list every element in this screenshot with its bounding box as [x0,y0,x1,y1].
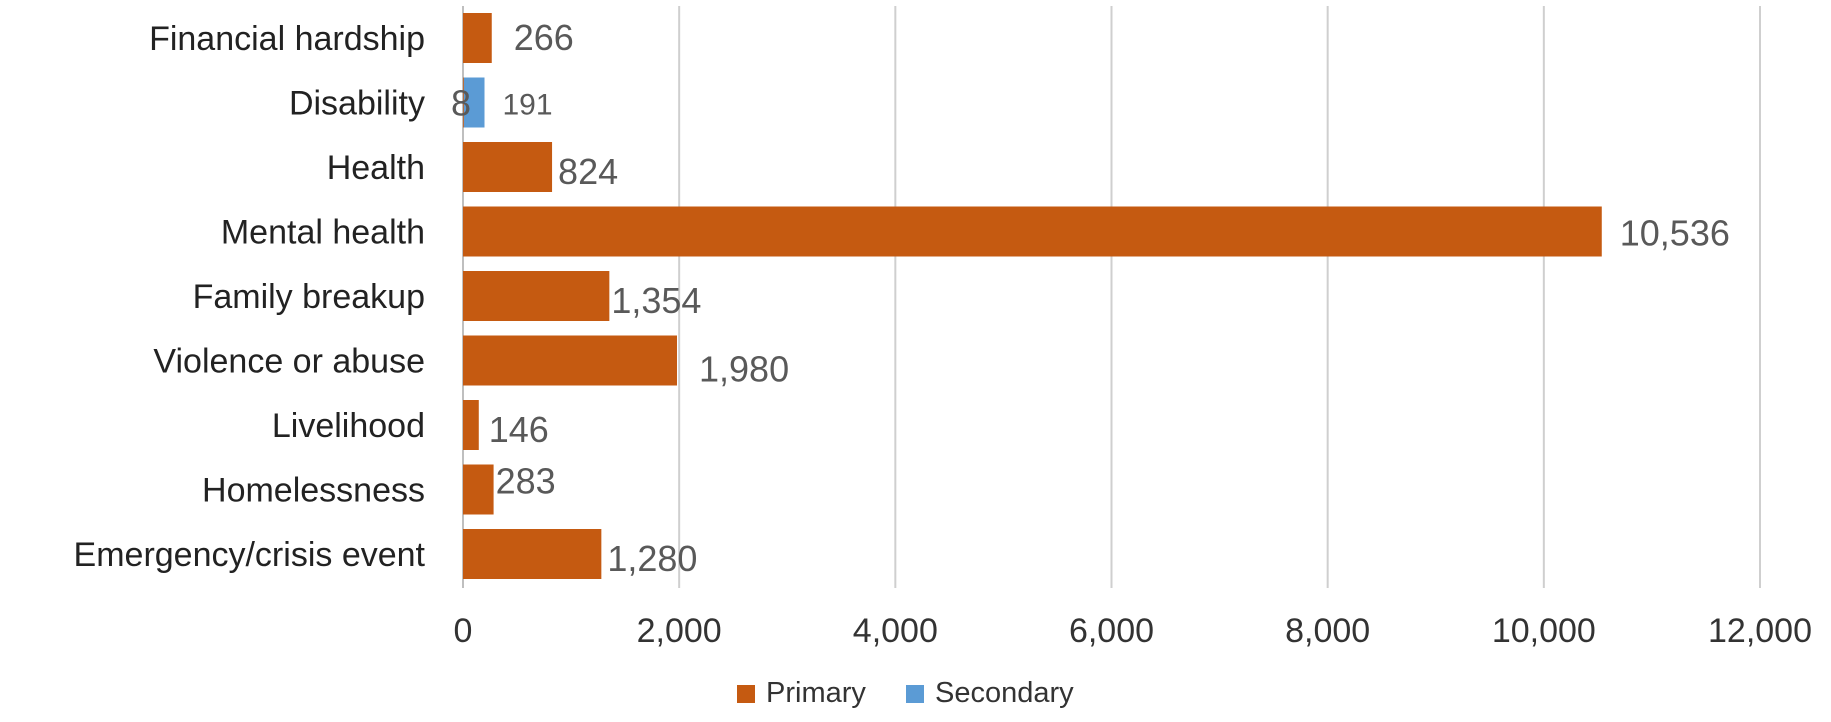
category-label: Livelihood [272,407,425,445]
bar-primary [463,335,678,386]
data-label-primary: 146 [489,409,549,450]
gridlines [462,6,1761,588]
data-label-secondary: 191 [503,89,553,122]
category-label: Health [327,149,425,187]
data-label-primary: 1,980 [699,349,789,390]
category-labels: Financial hardship Disability Health Mental… [74,20,426,574]
data-label-primary: 8 [451,83,471,124]
category-label: Homelessness [202,472,425,510]
data-label-primary: 1,354 [611,280,701,321]
category-label: Financial hardship [149,20,425,58]
bar-primary [463,206,1602,257]
bar-primary [463,271,610,321]
data-label-primary: 10,536 [1620,213,1730,254]
x-tick-label: 6,000 [1069,612,1154,650]
legend-secondary: Secondary [906,677,1074,709]
x-tick-label: 2,000 [637,612,722,650]
category-label: Violence or abuse [153,343,425,381]
bars [463,13,1602,579]
data-label-primary: 1,280 [607,538,697,579]
x-tick-label: 10,000 [1492,612,1596,650]
category-label: Emergency/crisis event [74,536,426,574]
legend-label: Secondary [935,677,1074,709]
x-tick-label: 12,000 [1708,612,1812,650]
category-label: Disability [289,85,425,123]
x-tick-label: 0 [454,612,473,650]
bar-primary [463,13,492,63]
data-label-primary: 266 [514,17,574,58]
legend-swatch [906,685,924,703]
legend-label: Primary [766,677,866,709]
bar-primary [463,77,464,128]
x-tick-label: 8,000 [1285,612,1370,650]
data-label-primary: 824 [558,151,618,192]
x-axis-ticks: 0 2,000 4,000 6,000 8,000 10,000 12,000 [454,612,1812,650]
bar-primary [463,142,553,192]
bar-secondary [463,77,485,128]
legend-primary: Primary [737,677,866,709]
bar-primary [463,400,479,450]
bar-primary [463,464,494,515]
legend-swatch [737,685,755,703]
data-label-primary: 283 [496,461,556,502]
x-tick-label: 4,000 [853,612,938,650]
legend: Primary Secondary [737,677,1074,709]
bar-primary [463,529,602,579]
category-label: Mental health [221,214,425,252]
category-label: Family breakup [193,278,425,316]
